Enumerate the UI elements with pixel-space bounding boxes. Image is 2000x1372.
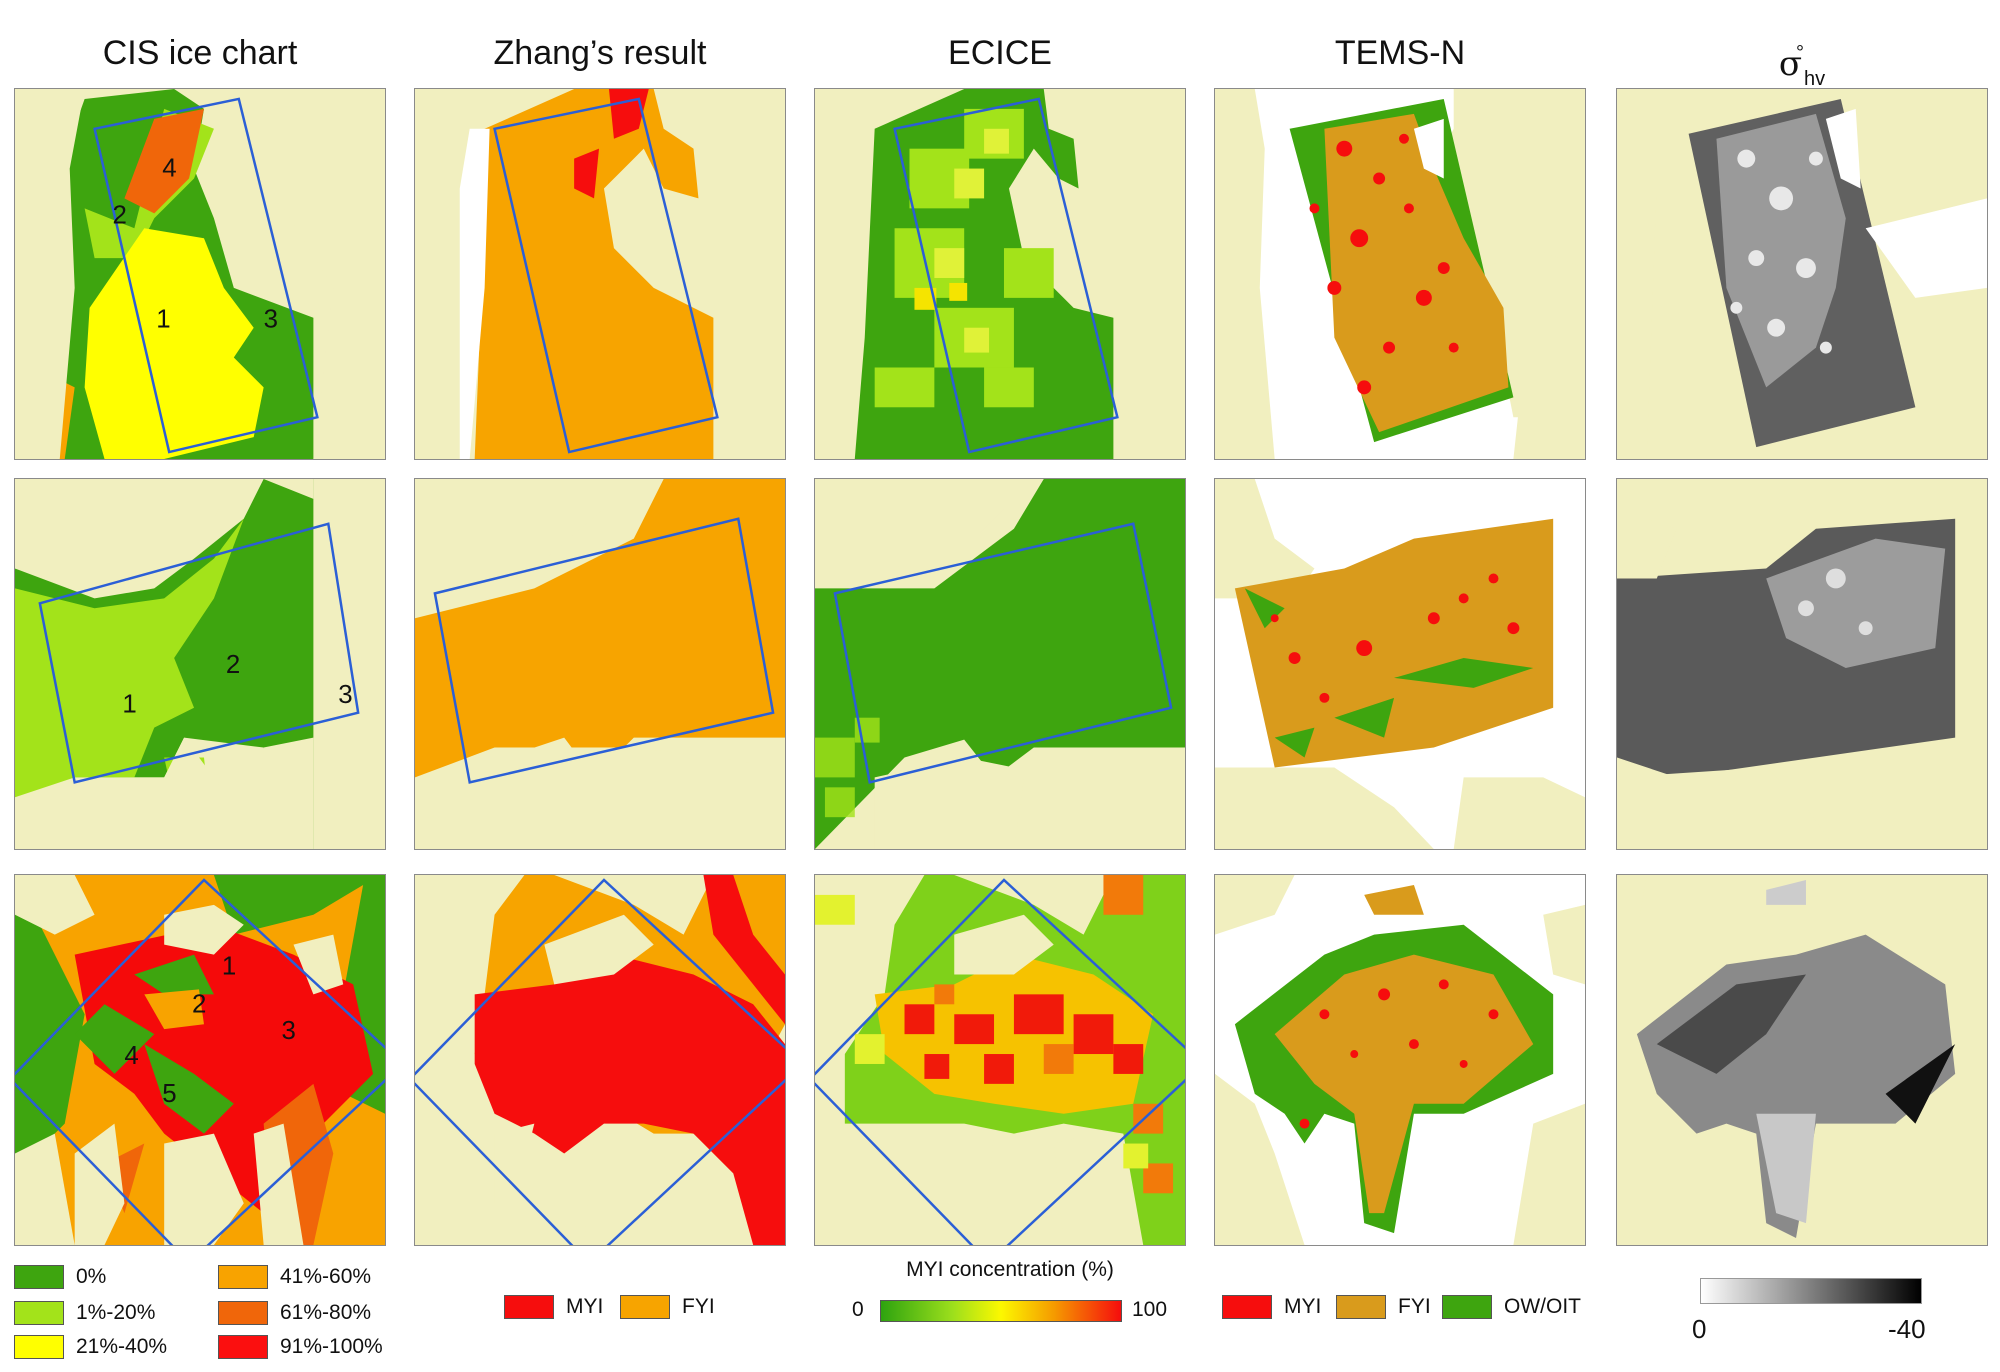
- map-tems-row1: [1214, 88, 1586, 460]
- sigma-subscript: hv: [1804, 68, 1826, 90]
- legend-swatch: [1336, 1295, 1386, 1319]
- map-cis-row1: 1 2 3 4: [14, 88, 386, 460]
- legend-item: OW/OIT: [1442, 1292, 1581, 1322]
- legend-title: MYI concentration (%): [906, 1258, 1114, 1281]
- legend-sigma: 0 -40: [1660, 1270, 1960, 1350]
- map-cis-row3: 1 2 3 4 5: [14, 874, 386, 1246]
- legend-label: MYI: [566, 1295, 604, 1318]
- legend-label: 21%-40%: [76, 1335, 168, 1358]
- legend-swatch: [1442, 1295, 1492, 1319]
- legend-item: 91%-100%: [218, 1332, 383, 1362]
- legend-label: 0%: [76, 1265, 107, 1288]
- region-number: 1: [156, 306, 170, 334]
- map-tems-row2: [1214, 478, 1586, 850]
- legend-swatch: [218, 1265, 268, 1289]
- legend-swatch: [14, 1335, 64, 1359]
- map-zhang-row2: [414, 478, 786, 850]
- legend-label: 91%-100%: [280, 1335, 383, 1358]
- region-number: 4: [124, 1042, 138, 1070]
- legend-label: MYI: [1284, 1295, 1322, 1318]
- legend-item: MYI: [504, 1292, 603, 1322]
- legend-item: FYI: [620, 1292, 715, 1322]
- column-title-tems: TEMS-N: [1334, 34, 1466, 72]
- legend-ecice: MYI concentration (%) 0 100: [840, 1258, 1180, 1358]
- region-number: 2: [192, 990, 206, 1018]
- legend-item: FYI: [1336, 1292, 1431, 1322]
- map-tems-row3: [1214, 874, 1586, 1246]
- region-number: 5: [162, 1080, 176, 1108]
- map-zhang-row1: [414, 88, 786, 460]
- map-sigma-row3: [1616, 874, 1988, 1246]
- legend-zhang: MYI FYI: [504, 1292, 804, 1326]
- legend-min-label: 0: [852, 1298, 864, 1321]
- legend-item: 21%-40%: [14, 1332, 167, 1362]
- legend-label: OW/OIT: [1504, 1295, 1581, 1318]
- legend-swatch: [218, 1301, 268, 1325]
- legend-max-label: -40: [1888, 1314, 1926, 1344]
- sigma-symbol: σ: [1778, 44, 1803, 84]
- legend-swatch: [218, 1335, 268, 1359]
- region-number: 2: [112, 201, 126, 229]
- legend-item: 61%-80%: [218, 1298, 371, 1328]
- region-number: 3: [282, 1017, 296, 1045]
- legend-min-label: 0: [1692, 1314, 1707, 1344]
- legend-max-label: 100: [1132, 1298, 1168, 1321]
- map-ecice-row3: [814, 874, 1186, 1246]
- region-number: 1: [222, 952, 236, 980]
- legend-label: 61%-80%: [280, 1301, 372, 1324]
- legend-item: MYI: [1222, 1292, 1321, 1322]
- region-number: 1: [122, 691, 136, 719]
- legend-cis: 0% 1%-20% 21%-40% 41%-60% 61%-80% 91%-10…: [14, 1262, 394, 1362]
- legend-swatch: [504, 1295, 554, 1319]
- legend-tems: MYI FYI OW/OIT: [1222, 1292, 1602, 1326]
- legend-label: FYI: [682, 1295, 715, 1318]
- column-title-zhang: Zhang’s result: [493, 34, 707, 72]
- column-title-sigma: σ° hv: [1616, 28, 1988, 90]
- legend-swatch: [1222, 1295, 1272, 1319]
- map-sigma-row1: [1616, 88, 1988, 460]
- column-title-ecice: ECICE: [948, 34, 1052, 72]
- region-number: 2: [226, 651, 240, 679]
- map-cis-row2: 1 2 3: [14, 478, 386, 850]
- region-number: 4: [162, 155, 176, 183]
- map-ecice-row1: [814, 88, 1186, 460]
- column-title-cis: CIS ice chart: [102, 34, 298, 72]
- map-ecice-row2: [814, 478, 1186, 850]
- sigma-superscript: °: [1796, 42, 1805, 64]
- colorbar: [1700, 1278, 1922, 1304]
- legend-item: 41%-60%: [218, 1262, 371, 1292]
- legend-swatch: [14, 1265, 64, 1289]
- map-zhang-row3: [414, 874, 786, 1246]
- legend-label: FYI: [1398, 1295, 1431, 1318]
- legend-label: 1%-20%: [76, 1301, 156, 1324]
- legend-swatch: [14, 1301, 64, 1325]
- legend-swatch: [620, 1295, 670, 1319]
- legend-item: 1%-20%: [14, 1298, 155, 1328]
- region-number: 3: [338, 681, 352, 709]
- colorbar: [880, 1300, 1122, 1322]
- region-number: 3: [264, 306, 278, 334]
- legend-item: 0%: [14, 1262, 106, 1292]
- legend-label: 41%-60%: [280, 1265, 372, 1288]
- map-sigma-row2: [1616, 478, 1988, 850]
